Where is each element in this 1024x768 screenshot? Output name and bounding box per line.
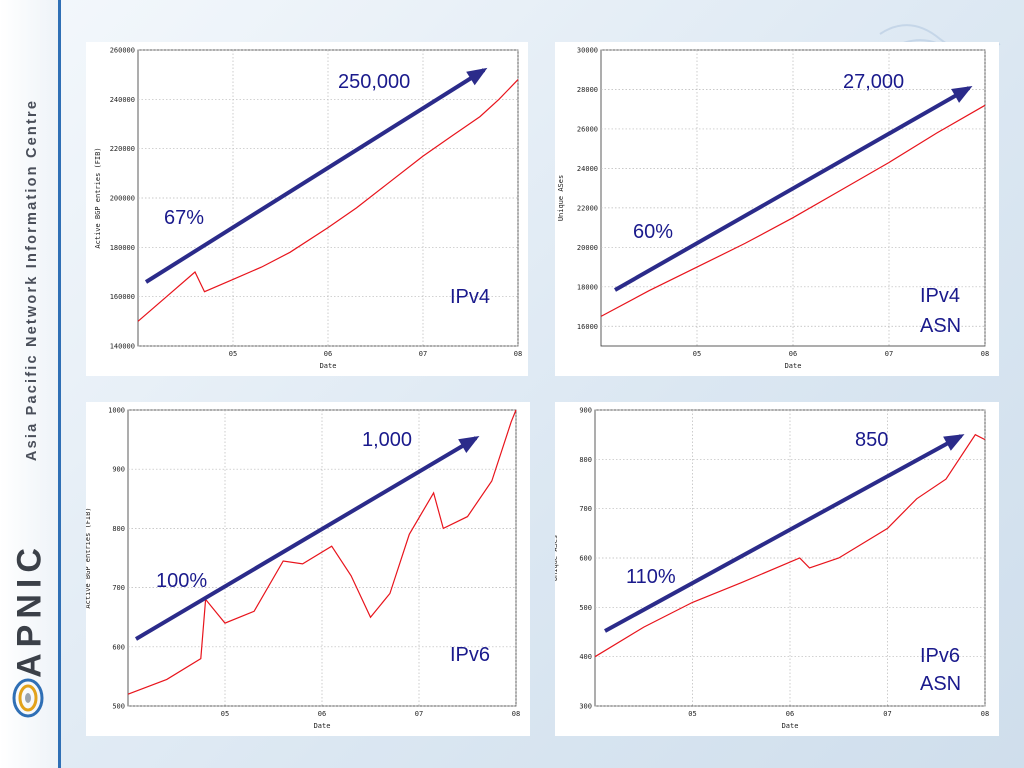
chart-panel-ipv6-fib: 500 600 700 800 900 1000 05 06 07 08 Date Active BG… xyxy=(86,402,530,736)
series-label-ipv4-asn-line2: ASN xyxy=(920,315,962,337)
brand-name: APNIC xyxy=(10,542,49,678)
apnic-logo-icon xyxy=(12,678,44,718)
trend-arrow-shaft xyxy=(134,436,478,641)
series-label-ipv6-asn-line1: IPv6 xyxy=(920,645,961,667)
y-tick-label: 900 xyxy=(112,466,125,474)
growth-label-ipv4: 67% xyxy=(164,207,205,229)
y-tick-label: 600 xyxy=(112,643,125,651)
chart-ipv6-asn: 300 400 500 600 700 800 900 05 06 07 08 Date Unique … xyxy=(555,407,989,731)
x-tick-label: 05 xyxy=(221,710,229,718)
y-tick-label: 30000 xyxy=(577,47,598,55)
x-tick-label: 07 xyxy=(415,710,423,718)
growth-label-ipv4-asn: 60% xyxy=(633,221,674,243)
x-tick-label: 08 xyxy=(981,710,989,718)
x-tick-label: 06 xyxy=(318,710,326,718)
x-tick-label: 08 xyxy=(981,350,989,358)
y-tick-label: 260000 xyxy=(110,47,135,55)
trend-arrow-shaft xyxy=(614,86,970,292)
x-tick-label: 07 xyxy=(883,710,891,718)
x-axis-label: Date xyxy=(320,362,337,370)
x-tick-label: 06 xyxy=(789,350,797,358)
y-tick-label: 180000 xyxy=(110,244,135,252)
y-tick-label: 600 xyxy=(579,555,592,563)
target-label-ipv4-asn: 27,000 xyxy=(843,71,905,93)
y-tick-label: 800 xyxy=(579,456,592,464)
y-tick-label: 220000 xyxy=(110,145,135,153)
sidebar-accent-line xyxy=(58,0,61,768)
series-label-ipv6: IPv6 xyxy=(450,644,491,666)
series-label-ipv6-asn-line2: ASN xyxy=(920,673,962,695)
y-tick-label: 16000 xyxy=(577,323,598,331)
series-label-ipv4-asn-line1: IPv4 xyxy=(920,285,961,307)
trend-arrow-head xyxy=(466,67,488,86)
trend-arrow-head xyxy=(951,86,973,103)
growth-label-ipv6: 100% xyxy=(156,570,208,592)
y-tick-label: 20000 xyxy=(577,244,598,252)
target-label-ipv6: 1,000 xyxy=(362,429,413,451)
y-tick-label: 28000 xyxy=(577,86,598,94)
y-tick-label: 22000 xyxy=(577,204,598,212)
sidebar xyxy=(0,0,58,768)
trend-arrow-shaft xyxy=(144,68,486,284)
y-axis-label: Active BGP entries (FIB) xyxy=(86,507,92,608)
y-axis-label: Active BGP entries (FIB) xyxy=(94,147,102,248)
y-tick-label: 26000 xyxy=(577,125,598,133)
chart-panel-ipv6-asn: 300 400 500 600 700 800 900 05 06 07 08 Date Unique … xyxy=(555,402,999,736)
series-line xyxy=(600,104,986,317)
chart-panel-ipv4-asn: 16000 18000 20000 22000 24000 26000 28000 30000… xyxy=(555,42,999,376)
y-tick-label: 160000 xyxy=(110,293,135,301)
y-tick-label: 300 xyxy=(579,703,592,711)
chart-panel-ipv4-fib: 140000 160000 180000 200000 220000 240000 2600… xyxy=(86,42,528,376)
chart-ipv6-fib: 500 600 700 800 900 1000 05 06 07 08 Date Active BG… xyxy=(86,407,520,731)
growth-label-ipv6-asn: 110% xyxy=(626,566,676,588)
x-tick-label: 05 xyxy=(688,710,696,718)
y-tick-label: 900 xyxy=(579,407,592,415)
y-tick-label: 800 xyxy=(112,525,125,533)
x-tick-label: 07 xyxy=(885,350,893,358)
x-axis-label: Date xyxy=(314,722,331,730)
x-axis-label: Date xyxy=(782,722,799,730)
x-axis-label: Date xyxy=(785,362,802,370)
y-tick-label: 200000 xyxy=(110,195,135,203)
x-tick-label: 05 xyxy=(693,350,701,358)
series-line xyxy=(137,79,519,322)
x-tick-label: 06 xyxy=(786,710,794,718)
chart-ipv4-asn: 16000 18000 20000 22000 24000 26000 28000 30000… xyxy=(557,47,989,371)
y-tick-label: 500 xyxy=(579,604,592,612)
y-tick-label: 400 xyxy=(579,653,592,661)
x-tick-label: 06 xyxy=(324,350,332,358)
target-label-ipv6-asn: 850 xyxy=(855,429,889,451)
x-tick-label: 08 xyxy=(514,350,522,358)
target-label-ipv4: 250,000 xyxy=(338,71,411,93)
trend-arrow-head xyxy=(943,434,965,451)
x-tick-label: 07 xyxy=(419,350,427,358)
x-tick-label: 08 xyxy=(512,710,520,718)
y-tick-label: 240000 xyxy=(110,96,135,104)
y-tick-label: 18000 xyxy=(577,283,598,291)
y-axis-label: Unique ASes xyxy=(555,535,559,581)
y-tick-label: 140000 xyxy=(110,343,135,351)
y-tick-label: 500 xyxy=(112,703,125,711)
y-tick-label: 1000 xyxy=(108,407,125,415)
trend-arrow-shaft xyxy=(604,434,962,633)
series-line xyxy=(594,433,986,658)
y-tick-label: 700 xyxy=(112,584,125,592)
y-tick-label: 24000 xyxy=(577,165,598,173)
x-tick-label: 05 xyxy=(229,350,237,358)
organization-name: Asia Pacific Network Information Centre xyxy=(24,98,40,462)
series-label-ipv4: IPv4 xyxy=(450,286,491,308)
trend-arrow-head xyxy=(458,435,480,454)
y-tick-label: 700 xyxy=(579,505,592,513)
chart-ipv4-fib: 140000 160000 180000 200000 220000 240000 2600… xyxy=(94,47,522,371)
y-axis-label: Unique ASes xyxy=(557,175,565,221)
